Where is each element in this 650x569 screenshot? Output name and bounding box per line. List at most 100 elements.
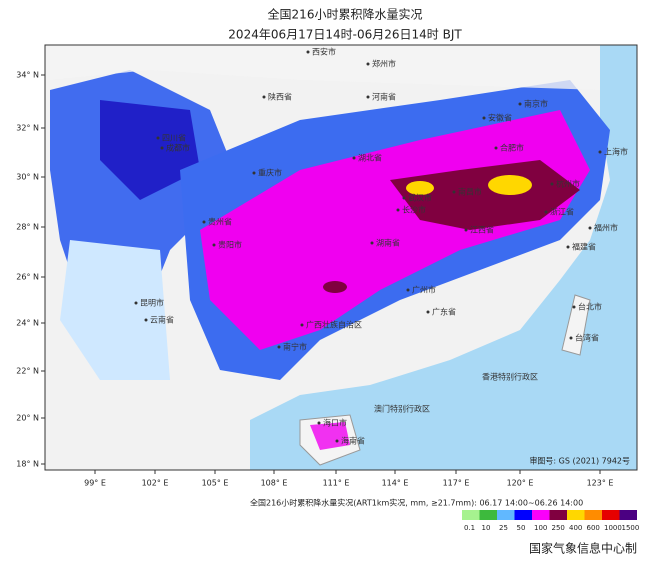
- lat-label: 22° N: [16, 367, 39, 376]
- place-label: 湖北省: [358, 153, 382, 163]
- place-label: 贵阳市: [218, 240, 242, 250]
- place-dot: [277, 345, 281, 349]
- place-dot: [569, 336, 573, 340]
- lon-label: 111° E: [323, 479, 350, 488]
- legend-swatch: [462, 510, 480, 520]
- place-label: 合肥市: [500, 143, 524, 153]
- place-dot: [406, 288, 410, 292]
- legend-swatch: [514, 510, 532, 520]
- lat-label: 32° N: [16, 124, 39, 133]
- place-label: 云南省: [150, 315, 174, 325]
- lat-label: 20° N: [16, 414, 39, 423]
- place-dot: [550, 182, 554, 186]
- place-label: 南京市: [524, 99, 548, 109]
- place-label: 郑州市: [372, 59, 396, 69]
- place-label: 陕西省: [268, 92, 292, 102]
- place-dot: [160, 146, 164, 150]
- legend-swatch: [532, 510, 550, 520]
- legend-label: 0.1: [464, 524, 475, 532]
- place-dot: [144, 318, 148, 322]
- place-dot: [352, 156, 356, 160]
- place-label: 河南省: [372, 92, 396, 102]
- legend-label: 100: [534, 524, 547, 532]
- legend-swatch: [549, 510, 567, 520]
- lat-label: 24° N: [16, 319, 39, 328]
- place-dot: [396, 208, 400, 212]
- place-dot: [317, 421, 321, 425]
- place-dot: [306, 50, 310, 54]
- legend-label: 600: [587, 524, 600, 532]
- place-dot: [335, 439, 339, 443]
- place-dot: [262, 95, 266, 99]
- lat-label: 28° N: [16, 223, 39, 232]
- title: 全国216小时累积降水量实况: [268, 7, 423, 22]
- place-label: 长沙市: [402, 205, 426, 215]
- lon-label: 114° E: [382, 479, 409, 488]
- place-dot: [572, 305, 576, 309]
- place-label: 上海市: [604, 147, 628, 157]
- region-label: 澳门特别行政区: [374, 404, 430, 414]
- place-label: 福州市: [594, 223, 618, 233]
- place-dot: [494, 146, 498, 150]
- lat-label: 30° N: [16, 173, 39, 182]
- place-dot: [588, 226, 592, 230]
- legend-label: 50: [517, 524, 526, 532]
- place-dot: [426, 310, 430, 314]
- lon-label: 123° E: [587, 479, 614, 488]
- place-label: 广东省: [432, 307, 456, 317]
- lat-label: 26° N: [16, 273, 39, 282]
- place-dot: [598, 150, 602, 154]
- review-number: 审图号: GS (2021) 7942号: [529, 456, 630, 466]
- place-label: 重庆市: [258, 168, 282, 178]
- lon-label: 105° E: [202, 479, 229, 488]
- place-label: 湖南省: [376, 238, 400, 248]
- place-dot: [156, 136, 160, 140]
- place-label: 广州市: [412, 285, 436, 295]
- legend-title: 全国216小时累积降水量实况(ART1km实况, mm, ≥21.7mm): 0…: [250, 498, 583, 508]
- place-label: 西安市: [312, 47, 336, 57]
- lat-label: 18° N: [16, 460, 39, 469]
- lon-label: 108° E: [261, 479, 288, 488]
- place-dot: [366, 95, 370, 99]
- subtitle: 2024年06月17日14时-06月26日14时 BJT: [228, 28, 462, 42]
- place-label: 海口市: [323, 418, 347, 428]
- legend-label: 1000: [604, 524, 622, 532]
- place-label: 安徽省: [488, 113, 512, 123]
- place-dot: [300, 323, 304, 327]
- place-dot: [202, 220, 206, 224]
- place-label: 南昌市: [458, 187, 482, 197]
- legend-swatch: [584, 510, 602, 520]
- legend-swatch: [497, 510, 515, 520]
- map-area: [45, 45, 637, 470]
- place-label: 南宁市: [283, 342, 307, 352]
- legend-label: 25: [499, 524, 508, 532]
- place-label: 浙江省: [550, 207, 574, 217]
- place-label: 杭州市: [556, 179, 580, 189]
- legend-swatch: [602, 510, 620, 520]
- place-label: 海南省: [341, 436, 365, 446]
- place-label: 台北市: [578, 302, 602, 312]
- lon-label: 99° E: [84, 479, 106, 488]
- legend-swatch: [619, 510, 637, 520]
- lon-label: 117° E: [443, 479, 470, 488]
- place-dot: [566, 245, 570, 249]
- place-dot: [366, 62, 370, 66]
- legend-swatch: [567, 510, 585, 520]
- legend-swatch: [479, 510, 497, 520]
- place-label: 四川省: [162, 133, 186, 143]
- map-frame: [44, 44, 638, 471]
- place-label: 广西壮族自治区: [306, 320, 362, 330]
- place-dot: [482, 116, 486, 120]
- place-dot: [544, 210, 548, 214]
- place-dot: [252, 171, 256, 175]
- lon-label: 120° E: [507, 479, 534, 488]
- lat-label: 34° N: [16, 71, 39, 80]
- place-label: 武汉市: [408, 193, 432, 203]
- legend-label: 250: [552, 524, 565, 532]
- lon-label: 102° E: [142, 479, 169, 488]
- place-dot: [464, 228, 468, 232]
- legend-label: 10: [482, 524, 491, 532]
- place-dot: [370, 241, 374, 245]
- place-label: 昆明市: [140, 298, 164, 308]
